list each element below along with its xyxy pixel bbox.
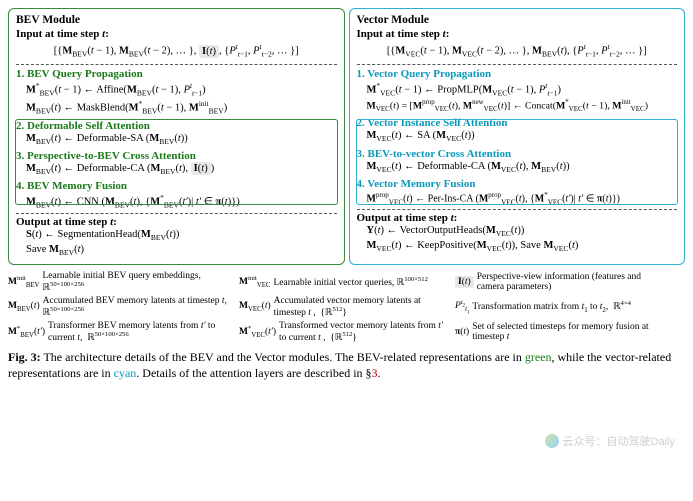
vec-step1-title: 1. Vector Query Propagation [357, 68, 678, 80]
bev-step2-eq: MBEV(t) ← Deformable-SA (MBEV(t)) [16, 132, 337, 147]
divider [16, 213, 337, 214]
caption-green: green [525, 350, 552, 364]
vec-step4-title: 4. Vector Memory Fusion [357, 178, 678, 190]
vec-step2-title: 2. Vector Instance Self Attention [357, 117, 678, 129]
legend-row: MinitBEVLearnable initial BEV query embe… [8, 271, 685, 293]
watermark: 云众号：自动驾驶Daily [545, 433, 675, 449]
vec-step3-title: 3. BEV-to-vector Cross Attention [357, 148, 678, 160]
bev-output-title: Output at time step t: [16, 216, 337, 228]
legend-item: MinitBEVLearnable initial BEV query embe… [8, 271, 233, 293]
bev-out1: S(t) ← SegmentationHead(MBEV(t)) [16, 228, 337, 243]
caption-body4: . [378, 366, 381, 380]
vec-step3-eq: MVEC(t) ← Deformable-CA (MVEC(t), MBEV(t… [357, 160, 678, 175]
legend-row: MBEV(t)Accumulated BEV memory latents at… [8, 296, 685, 318]
bev-step4-eq: MBEV(t) ← CNN (MBEV(t), {M*BEV(t′)| t′ ∈… [16, 192, 337, 211]
legend-item: MBEV(t)Accumulated BEV memory latents at… [8, 296, 233, 318]
caption-lead: Fig. 3: [8, 350, 41, 364]
vector-module: Vector Module Input at time step t: [{MV… [349, 8, 686, 265]
bev-step4-title: 4. BEV Memory Fusion [16, 180, 337, 192]
bev-step1-eq1: M*BEV(t − 1) ← Affine(MBEV(t − 1), Ptt−1… [16, 80, 337, 99]
vec-input-eq: [{MVEC(t − 1), MVEC(t − 2), … }, MBEV(t)… [357, 40, 678, 62]
bev-out2: Save MBEV(t) [16, 243, 337, 258]
caption-body1: The architecture details of the BEV and … [41, 350, 525, 364]
legend-item: MinitVECLearnable initial vector queries… [239, 271, 449, 293]
vec-output-title: Output at time step t: [357, 212, 678, 224]
legend-item: π(t)Set of selected timesteps for memory… [455, 321, 665, 343]
vec-title: Vector Module [357, 14, 678, 26]
bev-title: BEV Module [16, 14, 337, 26]
legend: MinitBEVLearnable initial BEV query embe… [8, 271, 685, 343]
bev-input-title: Input at time step t: [16, 28, 337, 40]
vec-step1-eq1: M*VEC(t − 1) ← PropMLP(MVEC(t − 1), Ptt−… [357, 80, 678, 99]
caption-body3: . Details of the attention layers are de… [136, 366, 371, 380]
legend-item: MVEC(t)Accumulated vector memory latents… [239, 296, 449, 318]
divider [357, 209, 678, 210]
legend-item: M*BEV(t′)Transformer BEV memory latents … [8, 321, 233, 343]
legend-row: M*BEV(t′)Transformer BEV memory latents … [8, 321, 685, 343]
vec-out2: MVEC(t) ← KeepPositive(MVEC(t)), Save MV… [357, 239, 678, 254]
vec-step1-eq2: MVEC(t) = [MpropVEC(t), MnewVEC(t)] ← Co… [357, 98, 678, 114]
figure-caption: Fig. 3: The architecture details of the … [8, 349, 685, 381]
bev-step3-title: 3. Perspective-to-BEV Cross Attention [16, 150, 337, 162]
vec-step2-eq: MVEC(t) ← SA (MVEC(t)) [357, 129, 678, 144]
modules-row: BEV Module Input at time step t: [{MBEV(… [8, 8, 685, 265]
divider [357, 64, 678, 65]
bev-module: BEV Module Input at time step t: [{MBEV(… [8, 8, 345, 265]
bev-step3-eq: MBEV(t) ← Deformable-CA (MBEV(t), I(t)) [16, 162, 337, 177]
bev-step1-eq2: MBEV(t) ← MaskBlend(M*BEV(t − 1), MinitB… [16, 98, 337, 117]
watermark-icon [545, 434, 559, 448]
vec-input-title: Input at time step t: [357, 28, 678, 40]
vec-out1: Y(t) ← VectorOutputHeads(MVEC(t)) [357, 224, 678, 239]
divider [16, 64, 337, 65]
bev-step1-title: 1. BEV Query Propagation [16, 68, 337, 80]
bev-step2-title: 2. Deformable Self Attention [16, 120, 337, 132]
bev-input-eq: [{MBEV(t − 1), MBEV(t − 2), … }, I(t), {… [16, 40, 337, 62]
vec-step4-eq: MpropVEC(t) ← Per-Ins-CA (MpropVEC(t), {… [357, 190, 678, 207]
legend-item: M*VEC(t′)Transformed vector memory laten… [239, 321, 449, 343]
watermark-text: 云众号：自动驾驶Daily [563, 433, 675, 449]
caption-cyan: cyan [114, 366, 137, 380]
legend-item: I(t)Perspective-view information (featur… [455, 271, 665, 293]
legend-item: Pt2t1Transformation matrix from t1 to t2… [455, 296, 665, 318]
